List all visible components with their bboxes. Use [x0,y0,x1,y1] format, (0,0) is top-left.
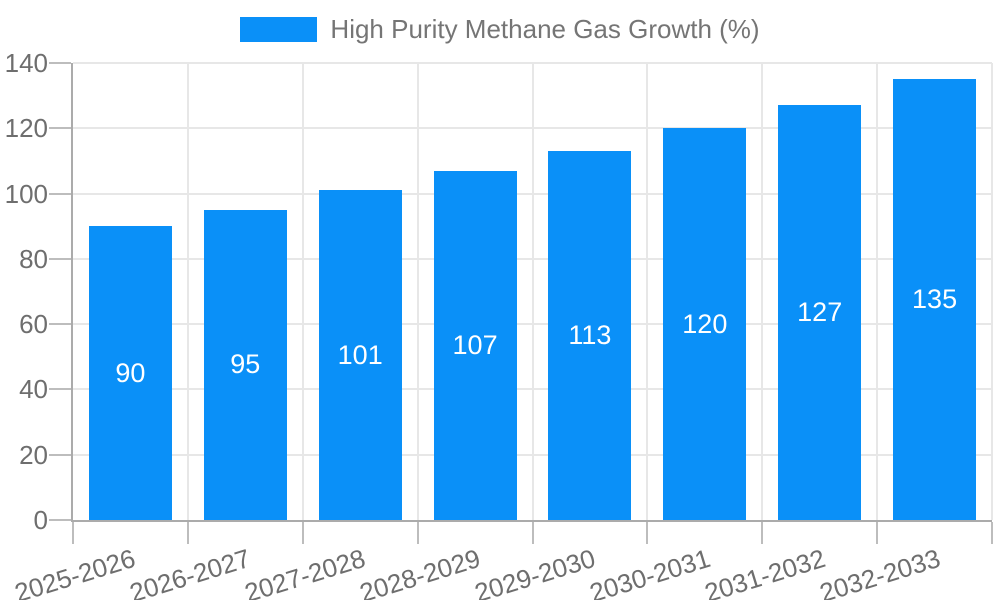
bar[interactable]: 113 [548,151,632,520]
x-tick-mark [876,522,879,544]
bar-value-label: 127 [797,297,843,328]
x-tick-mark [991,522,993,544]
bar-value-label: 107 [452,329,498,360]
bar-value-label: 90 [115,357,146,388]
y-tick-label: 0 [33,505,48,535]
bar-value-label: 101 [337,339,383,370]
y-tick-label: 140 [4,48,48,78]
x-tick-mark [72,522,74,544]
gridline-vertical [761,63,764,520]
y-tick-mark [49,192,71,195]
bar[interactable]: 107 [433,170,517,520]
y-tick-label: 120 [4,113,48,144]
gridline-vertical [186,63,189,520]
y-tick-mark [49,519,71,521]
gridline-vertical [646,63,649,520]
plot-area: 0 20 40 60 80 100 120 140 90 95 101 107 113 120 127 135… [5,48,993,600]
bar-value-label: 120 [682,308,728,339]
y-tick-mark [49,127,71,130]
bar-value-label: 113 [568,320,612,351]
gridline-vertical [531,63,534,520]
gridline-vertical [991,63,993,520]
gridline-vertical [416,63,419,520]
bar[interactable]: 127 [778,105,862,520]
x-tick-mark [761,522,764,544]
y-tick-label: 80 [19,243,48,274]
y-tick-label: 60 [19,309,48,340]
x-axis-line [71,520,992,522]
legend-label: High Purity Methane Gas Growth (%) [330,14,760,44]
y-tick-label: 100 [4,178,48,209]
y-tick-mark [49,453,71,456]
bar[interactable]: 95 [203,209,287,520]
y-axis-line [71,63,73,520]
y-tick-label: 20 [19,439,48,470]
x-tick-mark [531,522,534,544]
y-tick-mark [49,323,71,326]
bar-value-label: 95 [230,349,261,380]
bar[interactable]: 101 [318,190,402,520]
gridline-vertical [876,63,879,520]
x-tick-mark [416,522,419,544]
y-tick-mark [49,62,71,64]
legend[interactable]: High Purity Methane Gas Growth (%) [0,14,1000,45]
legend-swatch [240,17,318,42]
y-tick-mark [49,257,71,260]
bar-value-label: 135 [912,284,958,315]
bar[interactable]: 90 [88,226,172,520]
x-tick-mark [646,522,649,544]
gridline-vertical [301,63,304,520]
bar[interactable]: 120 [663,128,747,520]
x-tick-mark [301,522,304,544]
bar[interactable]: 135 [893,79,977,520]
y-tick-mark [49,388,71,391]
y-tick-label: 40 [19,374,48,405]
x-tick-mark [186,522,189,544]
